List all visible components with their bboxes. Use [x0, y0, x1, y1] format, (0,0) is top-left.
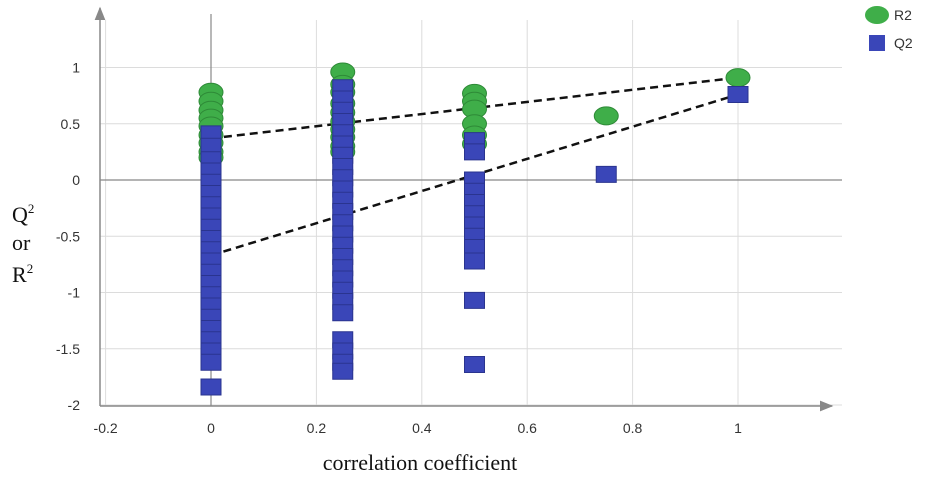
q2-point [464, 143, 485, 161]
tick-labels: -0.2 0 0.2 0.4 0.6 0.8 1 1 0.5 0 -0.5 -1 -1.5 -2 [56, 60, 742, 437]
q2-point [727, 86, 749, 103]
y-axis-title-line-2: or [12, 230, 31, 255]
legend-q2-swatch [869, 35, 885, 51]
x-tick-label: 0.6 [517, 420, 537, 436]
y-tick-label: -1.5 [56, 341, 80, 357]
x-axis-title: correlation coefficient [323, 450, 517, 475]
legend-item-r2: R2 [865, 6, 912, 24]
y-tick-label: 0.5 [61, 116, 81, 132]
q2-point [464, 252, 485, 270]
y-tick-label: 1 [72, 60, 80, 76]
q2-point [200, 378, 222, 396]
q2-point [332, 362, 354, 380]
x-tick-label: 0 [207, 420, 215, 436]
q2-point [200, 353, 222, 371]
data-points [198, 62, 751, 396]
x-tick-label: 0.2 [307, 420, 327, 436]
x-tick-label: 0.8 [623, 420, 643, 436]
legend: R2 Q2 [865, 6, 913, 51]
q2-point [464, 356, 485, 373]
y-tick-label: -2 [68, 397, 81, 413]
q2-point [332, 304, 354, 322]
y-tick-label: -1 [68, 285, 81, 301]
y-axis-title-line-3: R2 [12, 261, 33, 287]
y-axis-title: Q2 or R2 [12, 201, 34, 287]
x-tick-label: 1 [734, 420, 742, 436]
y-tick-label: -0.5 [56, 228, 80, 244]
q2-point [595, 165, 617, 183]
x-tick-label: -0.2 [94, 420, 118, 436]
r2-point [725, 68, 751, 88]
y-tick-label: 0 [72, 172, 80, 188]
q2-point [464, 291, 485, 309]
y-axis-title-line-1: Q2 [12, 201, 34, 227]
x-tick-label: 0.4 [412, 420, 432, 436]
legend-item-q2: Q2 [869, 35, 913, 51]
r2-point [593, 106, 619, 126]
legend-r2-label: R2 [894, 7, 912, 23]
legend-q2-label: Q2 [894, 35, 913, 51]
legend-r2-swatch [865, 6, 889, 24]
